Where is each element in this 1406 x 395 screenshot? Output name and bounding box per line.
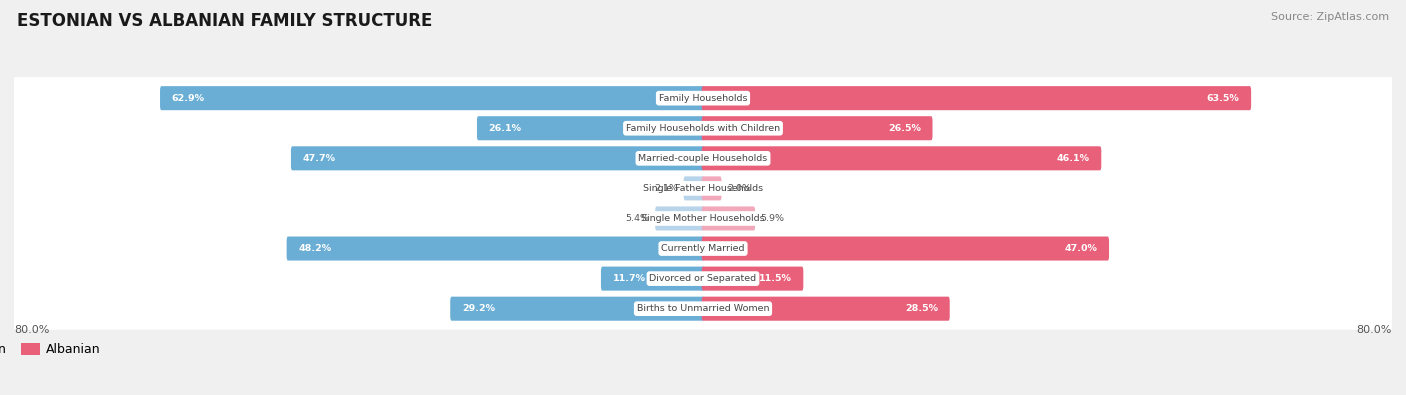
FancyBboxPatch shape: [702, 146, 1101, 170]
FancyBboxPatch shape: [702, 86, 1251, 110]
FancyBboxPatch shape: [600, 267, 704, 291]
FancyBboxPatch shape: [450, 297, 704, 321]
FancyBboxPatch shape: [291, 146, 704, 170]
Text: 47.7%: 47.7%: [302, 154, 336, 163]
Text: Divorced or Separated: Divorced or Separated: [650, 274, 756, 283]
Text: ESTONIAN VS ALBANIAN FAMILY STRUCTURE: ESTONIAN VS ALBANIAN FAMILY STRUCTURE: [17, 12, 432, 30]
FancyBboxPatch shape: [702, 237, 1109, 261]
FancyBboxPatch shape: [7, 77, 1399, 119]
Text: 26.1%: 26.1%: [488, 124, 522, 133]
Text: Married-couple Households: Married-couple Households: [638, 154, 768, 163]
Legend: Estonian, Albanian: Estonian, Albanian: [0, 338, 105, 361]
FancyBboxPatch shape: [7, 288, 1399, 330]
Text: 62.9%: 62.9%: [172, 94, 205, 103]
Text: 2.1%: 2.1%: [654, 184, 678, 193]
FancyBboxPatch shape: [287, 237, 704, 261]
FancyBboxPatch shape: [7, 198, 1399, 239]
Text: Single Father Households: Single Father Households: [643, 184, 763, 193]
FancyBboxPatch shape: [702, 207, 755, 231]
Text: 11.5%: 11.5%: [759, 274, 792, 283]
FancyBboxPatch shape: [702, 116, 932, 140]
Text: 46.1%: 46.1%: [1057, 154, 1090, 163]
Text: 29.2%: 29.2%: [461, 304, 495, 313]
Text: 5.9%: 5.9%: [761, 214, 785, 223]
Text: 47.0%: 47.0%: [1064, 244, 1098, 253]
FancyBboxPatch shape: [160, 86, 704, 110]
FancyBboxPatch shape: [7, 167, 1399, 209]
FancyBboxPatch shape: [683, 176, 704, 200]
Text: 2.0%: 2.0%: [727, 184, 751, 193]
FancyBboxPatch shape: [702, 267, 803, 291]
FancyBboxPatch shape: [477, 116, 704, 140]
FancyBboxPatch shape: [7, 228, 1399, 269]
FancyBboxPatch shape: [7, 258, 1399, 300]
Text: Births to Unmarried Women: Births to Unmarried Women: [637, 304, 769, 313]
FancyBboxPatch shape: [702, 176, 721, 200]
Text: 26.5%: 26.5%: [889, 124, 921, 133]
FancyBboxPatch shape: [655, 207, 704, 231]
Text: Family Households: Family Households: [659, 94, 747, 103]
Text: 80.0%: 80.0%: [14, 325, 49, 335]
Text: 48.2%: 48.2%: [298, 244, 332, 253]
FancyBboxPatch shape: [7, 137, 1399, 179]
Text: 5.4%: 5.4%: [626, 214, 650, 223]
Text: 63.5%: 63.5%: [1206, 94, 1240, 103]
FancyBboxPatch shape: [7, 107, 1399, 149]
FancyBboxPatch shape: [702, 297, 949, 321]
Text: 28.5%: 28.5%: [905, 304, 938, 313]
Text: 11.7%: 11.7%: [613, 274, 645, 283]
Text: Family Households with Children: Family Households with Children: [626, 124, 780, 133]
Text: Single Mother Households: Single Mother Households: [641, 214, 765, 223]
Text: 80.0%: 80.0%: [1357, 325, 1392, 335]
Text: Currently Married: Currently Married: [661, 244, 745, 253]
Text: Source: ZipAtlas.com: Source: ZipAtlas.com: [1271, 12, 1389, 22]
